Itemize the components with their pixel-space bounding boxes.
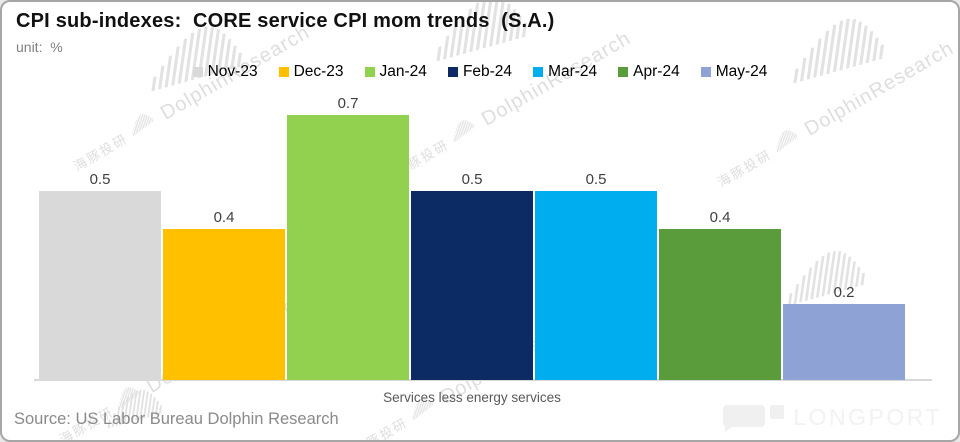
bar-column-feb-24: 0.5 [411, 92, 533, 380]
bar-value-label: 0.2 [833, 284, 855, 301]
legend-swatch-icon [533, 67, 544, 77]
plot-area: 0.5 0.4 0.7 0.5 0.5 0.4 0.2 [39, 92, 905, 380]
x-axis-line [34, 379, 932, 381]
legend-label: Mar-24 [548, 63, 598, 80]
bar-column-jan-24: 0.7 [287, 92, 409, 380]
legend-swatch-icon [618, 67, 629, 77]
bar-mar-24[interactable] [535, 191, 657, 380]
bar-column-may-24: 0.2 [783, 92, 905, 380]
longport-watermark: LONGPORT [723, 404, 942, 432]
legend-item-feb-24[interactable]: Feb-24 [447, 63, 513, 81]
legend-item-mar-24[interactable]: Mar-24 [533, 63, 597, 81]
longport-wordmark: LONGPORT [793, 404, 942, 430]
bar-feb-24[interactable] [411, 191, 533, 380]
bar-column-nov-23: 0.5 [39, 92, 161, 380]
bar-value-label: 0.7 [337, 95, 359, 112]
legend-swatch-icon [364, 67, 375, 77]
bar-value-label: 0.5 [89, 171, 111, 188]
bar-nov-23[interactable] [39, 191, 161, 380]
legend-label: Dec-23 [293, 63, 344, 80]
legend: Nov-23 Dec-23 Jan-24 Feb-24 Mar-24 Apr-24 May-… [2, 60, 958, 84]
unit-label: unit: % [16, 39, 63, 55]
bar-jan-24[interactable] [287, 115, 409, 380]
bar-column-dec-23: 0.4 [163, 92, 285, 380]
bar-value-label: 0.5 [461, 171, 483, 188]
legend-item-jan-24[interactable]: Jan-24 [364, 63, 427, 81]
bar-value-label: 0.4 [213, 209, 235, 226]
watermark-cjk: 海豚投研 [351, 414, 411, 442]
source-note: Source: US Labor Bureau Dolphin Research [14, 410, 339, 428]
chart-title: CPI sub-indexes: CORE service CPI mom tr… [16, 10, 555, 32]
bar-dec-23[interactable] [163, 229, 285, 380]
legend-label: Jan-24 [379, 63, 427, 80]
longport-logo-icon [723, 404, 785, 432]
bar-apr-24[interactable] [659, 229, 781, 380]
legend-item-dec-23[interactable]: Dec-23 [278, 63, 344, 81]
legend-label: Nov-23 [207, 63, 258, 80]
legend-swatch-icon [192, 67, 203, 77]
legend-swatch-icon [278, 67, 289, 77]
legend-item-apr-24[interactable]: Apr-24 [618, 63, 680, 81]
legend-item-may-24[interactable]: May-24 [700, 63, 768, 81]
legend-label: Feb-24 [462, 63, 513, 80]
x-axis-category-label: Services less energy services [383, 390, 561, 405]
bar-may-24[interactable] [783, 304, 905, 380]
legend-label: May-24 [715, 63, 768, 80]
bar-column-mar-24: 0.5 [535, 92, 657, 380]
bar-value-label: 0.4 [709, 209, 731, 226]
legend-swatch-icon [447, 67, 458, 77]
legend-swatch-icon [700, 67, 711, 77]
legend-label: Apr-24 [633, 63, 680, 80]
legend-item-nov-23[interactable]: Nov-23 [192, 63, 258, 81]
bar-value-label: 0.5 [585, 171, 607, 188]
bar-column-apr-24: 0.4 [659, 92, 781, 380]
